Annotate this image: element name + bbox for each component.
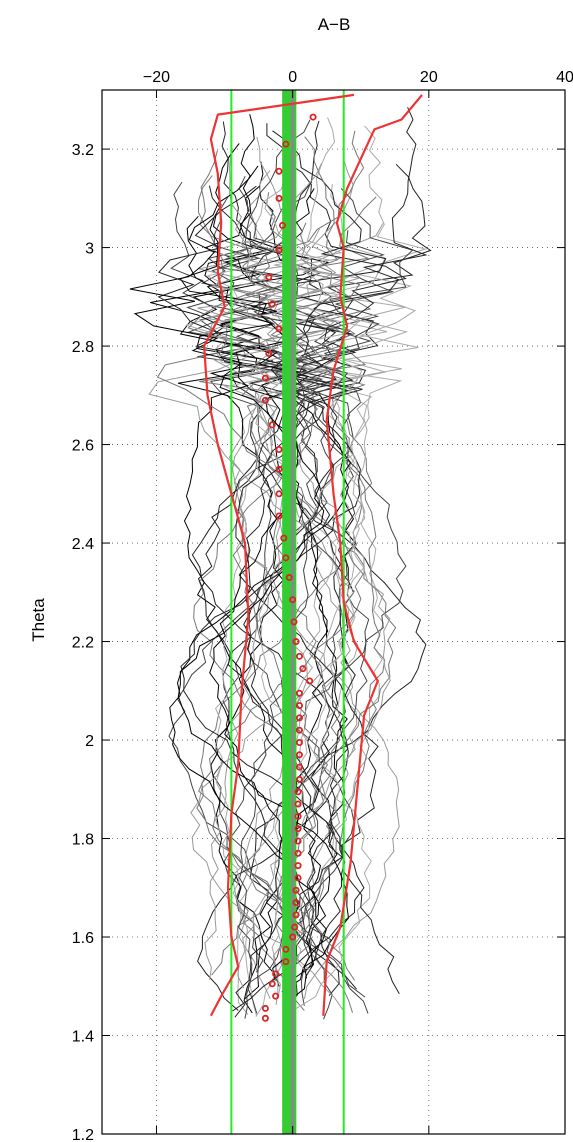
data-point [292,638,300,646]
sample-trace [156,130,365,981]
chart-title: A−B [318,15,351,34]
data-point [275,512,283,520]
data-point [292,899,300,907]
data-point [295,714,303,722]
sample-trace [168,181,335,1020]
sample-trace [199,196,397,986]
data-point [295,775,303,783]
data-point [282,140,290,148]
data-point [295,763,303,771]
data-point [282,554,290,562]
data-point [265,273,273,281]
sample-trace [274,125,428,976]
y-tick-label: 3 [85,241,94,258]
y-axis-label: Theta [29,598,48,642]
x-tick-label: −20 [143,69,170,86]
data-point [272,970,280,978]
data-point [294,874,302,882]
data-point [261,396,269,404]
data-point [295,689,303,697]
data-point [275,465,283,473]
y-tick-label: 1.4 [72,1029,94,1046]
data-point [309,113,317,121]
y-tick-label: 2 [85,733,94,750]
sample-trace [183,188,330,1014]
data-point [294,849,302,857]
data-point [268,421,276,429]
data-point [295,751,303,759]
data-point [275,445,283,453]
sample-trace [198,184,407,998]
data-point [295,702,303,710]
y-tick-label: 2.6 [72,438,94,455]
data-point [280,534,288,542]
envelope-low-line [202,93,355,1017]
data-point [295,739,303,747]
x-tick-label: 40 [556,69,573,86]
data-point [278,221,286,229]
envelope-high-line [322,94,423,1016]
data-point [265,349,273,357]
sample-trace [234,130,407,1018]
data-point [290,618,298,626]
x-tick-label: 20 [420,69,438,86]
sample-trace [218,119,355,1019]
data-point [275,167,283,175]
y-tick-label: 1.8 [72,832,94,849]
data-point [291,923,299,931]
data-point [292,886,300,894]
data-point [294,812,302,820]
data-point [261,374,269,382]
data-point [275,325,283,333]
mean-band [282,90,297,1134]
sample-trace [258,196,403,1010]
plot-area [129,90,432,1134]
plot-frame [101,89,566,1135]
data-point [295,726,303,734]
data-point [294,862,302,870]
y-tick-label: 2.4 [72,536,94,553]
data-point [268,980,276,988]
y-tick-label: 1.2 [72,1127,94,1142]
data-point [275,246,283,254]
data-point [272,992,280,1000]
x-tick-label: 0 [288,69,297,86]
axis-ticks: −20 0 20 40 1.2 1.4 1.6 1.8 2 2.2 2.4 2.6 2.8 3 3.2 [72,69,573,1142]
y-tick-label: 2.2 [72,635,94,652]
sample-trace [129,165,327,979]
data-point [306,677,314,685]
sample-trace [197,175,373,1013]
data-point [275,490,283,498]
data-point [285,574,293,582]
y-tick-label: 3.2 [72,142,94,159]
sample-trace [238,107,428,994]
data-point [289,596,297,604]
data-point [294,800,302,808]
data-point [268,300,276,308]
data-point [261,1014,269,1022]
sample-trace [249,120,356,1008]
data-point [294,837,302,845]
y-tick-label: 1.6 [72,930,94,947]
data-point [282,945,290,953]
sample-trace [184,152,359,1015]
data-point [275,194,283,202]
sample-trace [193,150,324,976]
data-point [289,933,297,941]
data-point [299,665,307,673]
data-point [282,958,290,966]
sample-trace [150,215,352,993]
sample-trace [177,185,284,987]
sample-trace [284,188,414,1014]
y-tick-label: 2.8 [72,339,94,356]
sample-trace [231,136,320,999]
data-point [261,1004,269,1012]
data-point [294,788,302,796]
sample-trace [148,160,356,1011]
data-point [292,911,300,919]
data-point [295,652,303,660]
data-point [294,825,302,833]
sample-trace [197,123,387,974]
